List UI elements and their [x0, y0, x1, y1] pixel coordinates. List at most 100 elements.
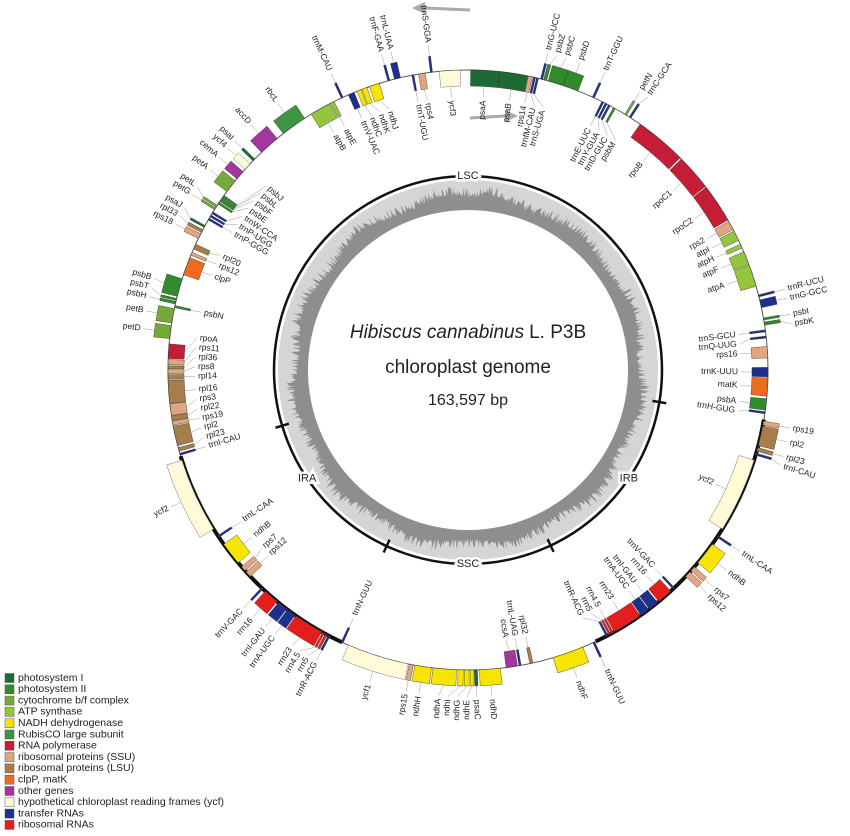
- gene-label: rps15: [396, 693, 410, 716]
- legend-swatch: [4, 797, 15, 808]
- gene-leader: [638, 96, 649, 105]
- gene-leader: [143, 328, 155, 331]
- gene-leader: [530, 92, 535, 106]
- legend-swatch: [4, 774, 15, 785]
- gene-box: [470, 69, 500, 88]
- gene-leader: [275, 625, 283, 635]
- gene-box: [543, 63, 552, 81]
- gc-inner: [308, 210, 628, 530]
- direction-arrow-head: [412, 2, 425, 14]
- gene-leader: [197, 186, 204, 198]
- gene-label: ycf3: [447, 100, 458, 116]
- gene-leader: [251, 124, 259, 134]
- gene-box: [603, 618, 614, 634]
- gene-box: [661, 575, 675, 590]
- gene-box: [759, 295, 778, 308]
- gene-leader: [195, 446, 207, 450]
- gene-label: ndhF: [574, 679, 590, 701]
- legend-swatch: [4, 707, 15, 717]
- gene-leader: [183, 356, 196, 368]
- gene-box: [524, 75, 533, 93]
- gene-box: [562, 70, 585, 92]
- gene-label: petD: [122, 320, 141, 332]
- genome-subtitle: chloroplast genome: [385, 357, 551, 378]
- gene-leader: [560, 57, 567, 68]
- gene-box: [463, 669, 470, 687]
- gene-leader: [780, 320, 792, 324]
- gene-box: [755, 452, 772, 460]
- gene-leader: [188, 418, 200, 421]
- gene-label: rpl2: [203, 418, 219, 431]
- gene-label: ndhB: [726, 567, 748, 587]
- gene-box: [497, 71, 529, 92]
- gene-box: [223, 534, 251, 564]
- gene-label: rps19: [201, 408, 224, 422]
- gene-label: psbI: [792, 305, 810, 318]
- gene-box: [224, 160, 244, 180]
- gene-box: [219, 199, 235, 211]
- gene-box: [592, 641, 602, 658]
- gene-leader: [774, 288, 785, 293]
- gene-label: trnN-GUU: [603, 667, 628, 705]
- gene-label: rpl22: [200, 400, 220, 413]
- gene-box: [648, 579, 671, 602]
- gene-box: [245, 560, 263, 577]
- gene-leader: [771, 458, 781, 466]
- gene-box: [750, 377, 769, 397]
- gene-box: [669, 158, 706, 197]
- gene-box: [693, 187, 729, 229]
- legend-label: ribosomal proteins (LSU): [18, 762, 134, 774]
- gene-box: [756, 447, 774, 456]
- gene-leader: [193, 437, 204, 446]
- gene-box: [232, 152, 251, 170]
- gene-label: psaC: [472, 700, 483, 720]
- gene-box: [601, 619, 611, 636]
- gene-leader: [739, 401, 751, 403]
- gene-box: [457, 669, 464, 687]
- gene-box: [697, 543, 726, 574]
- gene-box: [330, 101, 342, 118]
- gene-leader: [643, 152, 651, 162]
- gene-box: [390, 61, 401, 80]
- gene-leader: [716, 252, 727, 258]
- gene-box: [211, 211, 227, 223]
- gene-box: [474, 669, 479, 687]
- gene-leader: [418, 682, 421, 694]
- gene-box: [719, 230, 739, 248]
- legend-swatch: [4, 729, 15, 740]
- gene-leader: [575, 62, 581, 74]
- gene-box: [369, 83, 385, 103]
- gene-leader: [545, 52, 549, 64]
- gene-leader: [190, 309, 202, 313]
- gene-box: [241, 556, 258, 572]
- gene-box: [193, 243, 211, 256]
- gene-box: [340, 627, 351, 644]
- gene-label: ndhE: [461, 700, 471, 720]
- gene-box: [250, 125, 278, 153]
- gene-box: [173, 422, 194, 446]
- gene-box: [183, 226, 201, 239]
- gene-leader: [738, 332, 750, 335]
- gene-box: [503, 649, 518, 668]
- gene-label: ndhG: [451, 700, 462, 721]
- gene-box: [189, 217, 206, 228]
- gene-leader: [179, 215, 189, 224]
- gene-box: [708, 455, 755, 530]
- gene-label: psaA: [476, 100, 487, 120]
- legend-label: ribosomal proteins (SSU): [18, 751, 135, 763]
- gene-leader: [673, 182, 682, 191]
- gene-leader: [206, 259, 217, 265]
- gene-leader: [525, 636, 529, 648]
- gene-label: trnN-GUU: [350, 578, 375, 616]
- gene-leader: [219, 157, 228, 165]
- region-label: IRA: [298, 472, 317, 484]
- legend-swatch: [4, 695, 15, 706]
- gene-leader: [236, 185, 267, 206]
- gene-box: [217, 526, 233, 538]
- gene-label: petB: [125, 302, 144, 315]
- legend-swatch: [4, 684, 15, 695]
